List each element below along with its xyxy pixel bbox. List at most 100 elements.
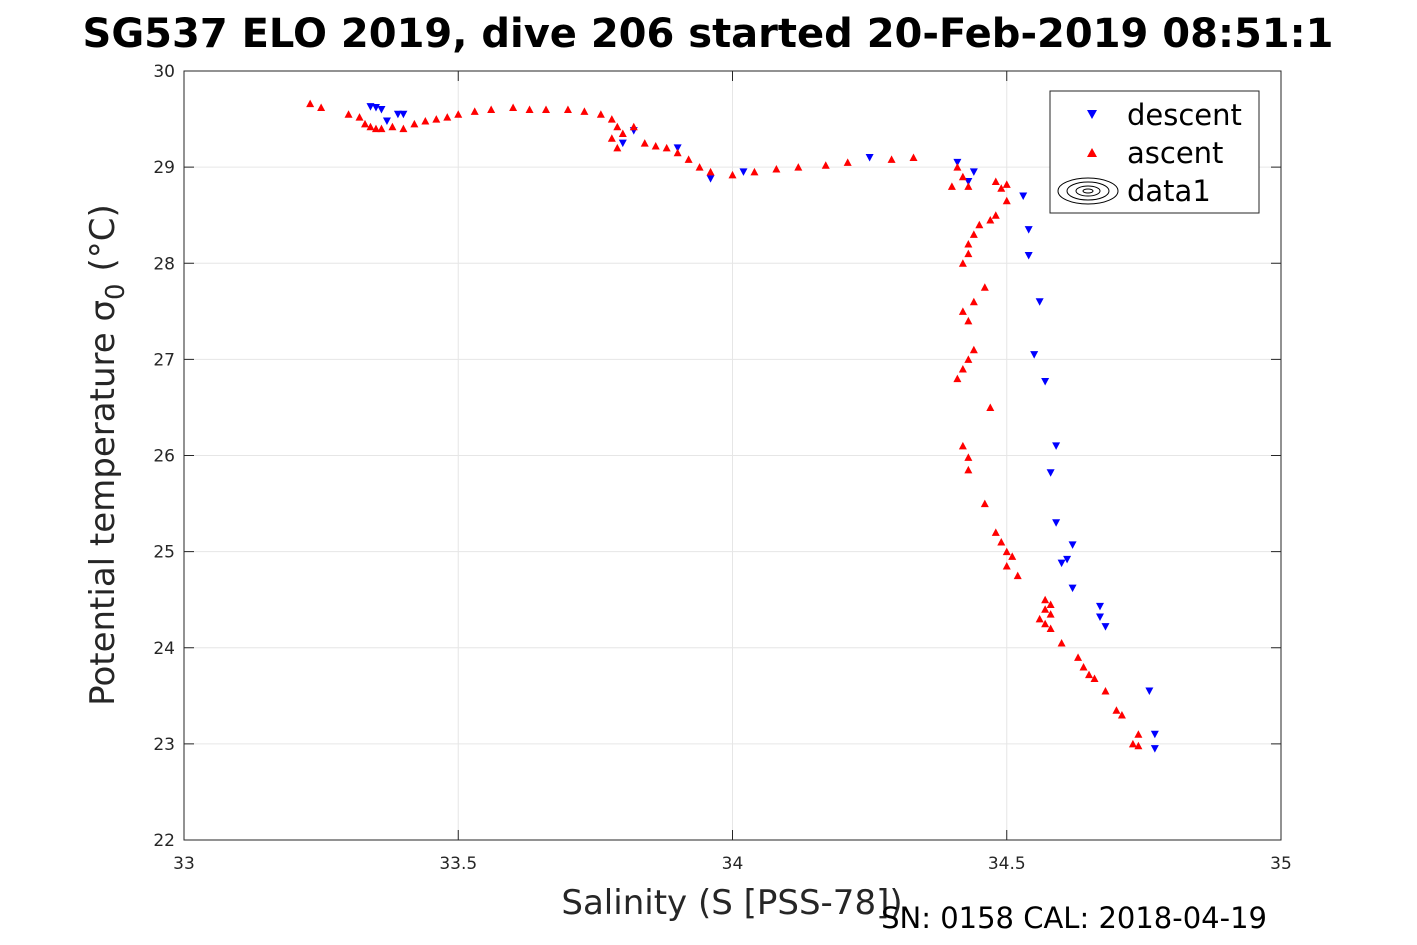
ascent-point xyxy=(1074,653,1083,661)
ascent-point xyxy=(371,124,380,133)
ascent-point xyxy=(947,182,956,190)
ascent-point xyxy=(1117,711,1126,719)
y-tick-label: 28 xyxy=(153,254,175,274)
calibration-footer: SN: 0158 CAL: 2018-04-19 xyxy=(881,901,1267,935)
ascent-point xyxy=(662,143,671,152)
descent-point xyxy=(1095,602,1104,611)
ascent-point xyxy=(964,240,973,248)
ascent-point xyxy=(986,215,995,224)
ascent-point xyxy=(1085,670,1094,679)
ascent-point xyxy=(958,364,967,373)
descent-point xyxy=(377,105,386,114)
ascent-point xyxy=(991,211,1000,219)
ascent-point xyxy=(964,453,973,461)
ascent-point xyxy=(317,103,326,112)
ascent-point xyxy=(377,124,386,133)
x-axis-ticks: 33 33.5 34 34.5 35 xyxy=(173,71,1292,874)
y-tick-label: 24 xyxy=(153,639,175,659)
descent-point xyxy=(618,139,627,148)
ascent-point xyxy=(344,110,353,118)
descent-point xyxy=(1101,623,1110,631)
ascent-point xyxy=(794,163,803,171)
ascent-point xyxy=(684,155,693,163)
y-axis-label: Potential temperature σ0 (°C) xyxy=(83,204,131,706)
ascent-point xyxy=(673,148,682,157)
descent-point xyxy=(1068,584,1077,593)
ascent-point xyxy=(1002,562,1011,570)
ascent-point xyxy=(399,124,408,133)
chart-title: SG537 ELO 2019, dive 206 started 20-Feb-… xyxy=(83,11,1334,57)
ascent-point xyxy=(964,465,973,474)
ascent-point xyxy=(563,105,572,113)
ascent-point xyxy=(629,122,638,131)
y-axis-ticks: 22 23 24 25 26 27 28 29 30 xyxy=(153,62,1281,851)
ascent-point xyxy=(964,316,973,325)
y-tick-label: 25 xyxy=(153,543,175,563)
ascent-point xyxy=(997,538,1006,546)
ascent-point xyxy=(953,374,962,383)
x-tick-label: 33 xyxy=(173,854,195,874)
descent-point xyxy=(1150,745,1159,753)
ascent-point xyxy=(728,170,737,179)
ascent-point xyxy=(964,249,973,258)
ascent-point xyxy=(1002,180,1011,188)
ascent-point xyxy=(991,528,1000,536)
x-tick-label: 34 xyxy=(722,854,744,874)
legend-data1-label: data1 xyxy=(1127,174,1211,208)
descent-point xyxy=(1057,559,1066,568)
ascent-point xyxy=(958,172,967,181)
legend-ascent-marker xyxy=(1087,148,1097,157)
ascent-point xyxy=(1041,595,1050,604)
legend-descent-label: descent xyxy=(1127,98,1242,132)
descent-point xyxy=(706,175,715,183)
descent-point xyxy=(739,168,748,176)
ascent-point xyxy=(607,134,616,142)
descent-point xyxy=(1052,519,1061,527)
ascent-point xyxy=(421,116,430,125)
legend-contour-icon xyxy=(1057,177,1119,205)
ascent-point xyxy=(470,107,479,115)
ascent-point xyxy=(1002,196,1011,205)
ascent-point xyxy=(980,283,989,291)
ascent-point xyxy=(1101,687,1110,695)
descent-point xyxy=(1046,469,1055,477)
ascent-point xyxy=(542,105,551,113)
ascent-point xyxy=(843,158,852,166)
ascent-point xyxy=(1046,600,1055,608)
ascent-point xyxy=(997,184,1006,192)
descent-point xyxy=(1052,442,1061,450)
ascent-point xyxy=(1134,730,1143,738)
legend-ascent-label: ascent xyxy=(1127,136,1223,170)
ascent-point xyxy=(964,182,973,190)
data-points xyxy=(306,99,1159,753)
descent-point xyxy=(953,158,962,167)
ascent-point xyxy=(750,167,759,176)
descent-point xyxy=(865,154,874,162)
ascent-point xyxy=(613,122,622,131)
ascent-point xyxy=(975,220,984,229)
ascent-point xyxy=(887,155,896,163)
ascent-point xyxy=(909,153,918,162)
ascent-point xyxy=(991,177,1000,186)
descent-point xyxy=(1063,555,1072,564)
ascent-point xyxy=(580,107,589,115)
descent-point xyxy=(969,168,978,176)
ascent-point xyxy=(958,307,967,315)
ascent-point xyxy=(613,143,622,152)
descent-point xyxy=(1024,226,1033,234)
ascent-point xyxy=(1128,739,1137,748)
descent-point xyxy=(1095,613,1104,621)
ascent-point xyxy=(361,119,370,128)
ascent-point xyxy=(964,355,973,363)
ascent-point xyxy=(432,115,441,123)
ascent-point xyxy=(306,99,315,108)
y-tick-label: 29 xyxy=(153,158,175,178)
ascent-point xyxy=(366,122,375,131)
descent-point xyxy=(1150,730,1159,739)
ascent-point xyxy=(509,103,518,112)
ascent-point xyxy=(1057,638,1066,647)
descent-point xyxy=(371,104,380,112)
legend: descent ascent data1 xyxy=(1049,90,1260,214)
ascent-point xyxy=(1013,571,1022,580)
